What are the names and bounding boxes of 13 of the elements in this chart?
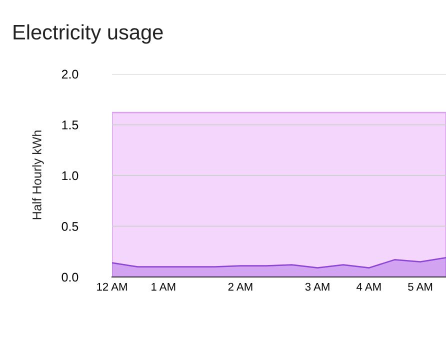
x-tick-label: 4 AM (356, 282, 381, 291)
x-tick-label: 3 AM (305, 282, 330, 291)
y-tick-label: 0.0 (62, 272, 78, 282)
y-tick-label: 0.5 (62, 222, 78, 231)
x-tick-label: 2 AM (228, 282, 252, 291)
y-tick-label: 2.0 (62, 70, 78, 79)
x-tick-label: 1 AM (152, 282, 176, 291)
chart-title: Electricity usage (14, 24, 163, 44)
y-tick-label: 1.5 (62, 120, 78, 130)
x-tick-label: 12 AM (97, 282, 127, 291)
x-tick-label: 5 AM (408, 282, 432, 291)
y-tick-label: 1.0 (62, 171, 78, 180)
y-axis-title: Half Hourly kWh (32, 130, 44, 220)
